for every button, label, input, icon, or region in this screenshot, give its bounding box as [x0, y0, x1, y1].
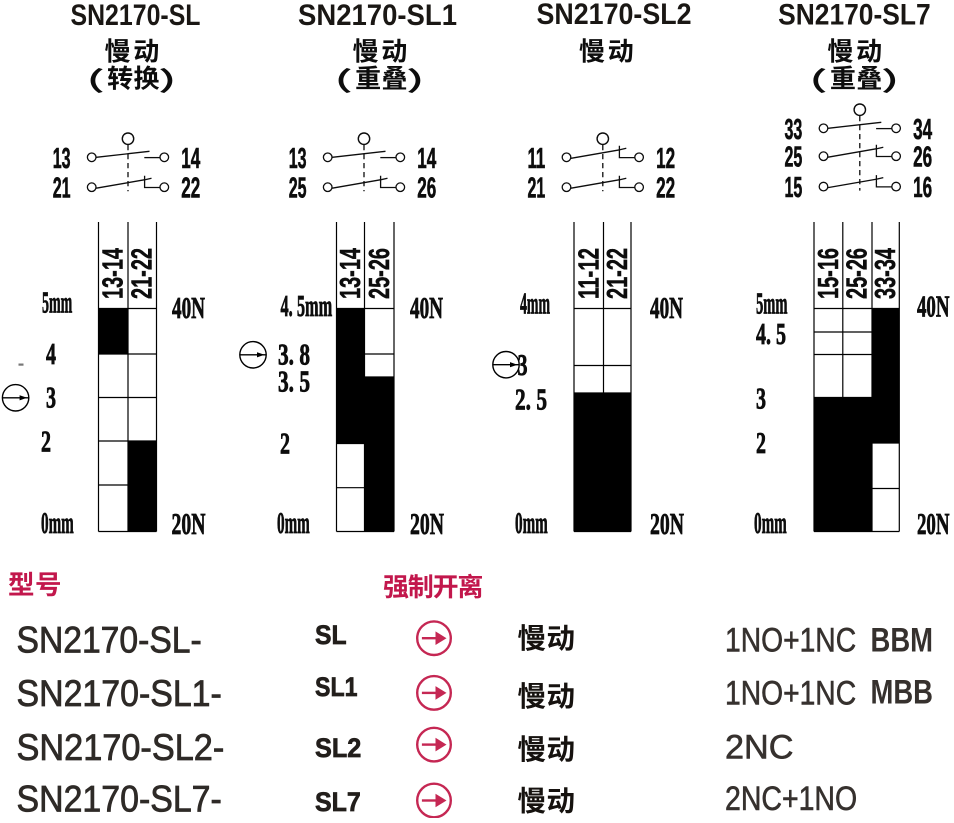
svg-text:21-22: 21-22 — [602, 248, 634, 299]
svg-text:0mm: 0mm — [754, 505, 787, 540]
svg-text:15-16: 15-16 — [813, 248, 845, 299]
svg-text:34: 34 — [913, 114, 932, 146]
svg-text:25: 25 — [289, 173, 307, 205]
svg-text:40N: 40N — [410, 290, 443, 325]
svg-text:13: 13 — [289, 143, 307, 175]
svg-text:21: 21 — [528, 173, 546, 205]
svg-text:2: 2 — [280, 426, 290, 461]
svg-text:3. 5: 3. 5 — [278, 364, 310, 399]
svg-text:SN2170-SL1: SN2170-SL1 — [298, 0, 457, 32]
svg-text:22: 22 — [656, 173, 675, 205]
svg-text:40N: 40N — [172, 290, 205, 325]
svg-text:2: 2 — [756, 425, 766, 460]
svg-text:1NO+1NC: 1NO+1NC — [725, 675, 856, 713]
svg-text:20N: 20N — [650, 506, 684, 541]
svg-text:4: 4 — [46, 336, 56, 371]
svg-text:14: 14 — [417, 143, 436, 175]
svg-text:21-22: 21-22 — [127, 248, 159, 299]
svg-text:2NC+1NO: 2NC+1NO — [725, 780, 857, 818]
svg-text:SN2170-SL-: SN2170-SL- — [17, 620, 202, 661]
svg-text:2. 5: 2. 5 — [515, 382, 547, 417]
svg-text:BBM: BBM — [871, 621, 934, 659]
svg-text:4. 5mm: 4. 5mm — [281, 288, 333, 323]
svg-text:33-34: 33-34 — [870, 248, 902, 299]
svg-text:0mm: 0mm — [277, 505, 310, 540]
svg-text:40N: 40N — [650, 290, 683, 325]
svg-text:25-26: 25-26 — [364, 248, 396, 299]
svg-text:5mm: 5mm — [756, 286, 788, 321]
svg-text:SL1: SL1 — [315, 672, 358, 702]
svg-text:13: 13 — [53, 143, 71, 175]
svg-text:4. 5: 4. 5 — [756, 316, 786, 351]
svg-text:26: 26 — [913, 142, 932, 174]
svg-text:20N: 20N — [917, 506, 950, 541]
svg-text:33: 33 — [785, 114, 803, 146]
svg-text:20N: 20N — [410, 506, 444, 541]
svg-text:3. 8: 3. 8 — [278, 337, 310, 372]
svg-text:5mm: 5mm — [42, 285, 72, 320]
svg-text:25: 25 — [785, 142, 803, 174]
svg-text:11-12: 11-12 — [574, 248, 606, 299]
svg-text:21: 21 — [53, 173, 71, 205]
svg-text:1NO+1NC: 1NO+1NC — [725, 621, 856, 659]
svg-text:SL2: SL2 — [315, 733, 361, 763]
svg-text:SN2170-SL: SN2170-SL — [71, 0, 201, 32]
svg-text:SL7: SL7 — [315, 787, 361, 817]
svg-text:4mm: 4mm — [520, 286, 550, 321]
svg-text:SN2170-SL7-: SN2170-SL7- — [17, 779, 222, 819]
svg-text:15: 15 — [785, 172, 803, 204]
svg-text:13-14: 13-14 — [98, 248, 130, 299]
svg-text:SN2170-SL7: SN2170-SL7 — [778, 0, 931, 32]
svg-text:13-14: 13-14 — [335, 248, 367, 299]
svg-text:SN2170-SL1-: SN2170-SL1- — [17, 673, 222, 714]
svg-text:14: 14 — [181, 143, 200, 175]
svg-text:0mm: 0mm — [515, 505, 548, 540]
svg-text:SN2170-SL2-: SN2170-SL2- — [17, 727, 225, 768]
svg-text:16: 16 — [913, 172, 932, 204]
svg-text:25-26: 25-26 — [842, 248, 874, 299]
svg-text:SN2170-SL2: SN2170-SL2 — [537, 0, 692, 31]
svg-text:3: 3 — [46, 380, 56, 415]
svg-text:3: 3 — [756, 381, 766, 416]
svg-text:MBB: MBB — [871, 674, 934, 712]
svg-text:20N: 20N — [172, 506, 206, 541]
svg-text:22: 22 — [181, 173, 200, 205]
svg-text:SL: SL — [315, 620, 347, 650]
svg-text:2NC: 2NC — [725, 729, 794, 767]
svg-text:12: 12 — [656, 143, 675, 175]
svg-text:0mm: 0mm — [41, 505, 74, 540]
svg-text:11: 11 — [528, 143, 546, 175]
svg-text:2: 2 — [41, 424, 51, 459]
svg-text:3: 3 — [518, 347, 528, 382]
svg-text:40N: 40N — [917, 289, 950, 324]
svg-text:26: 26 — [417, 173, 436, 205]
